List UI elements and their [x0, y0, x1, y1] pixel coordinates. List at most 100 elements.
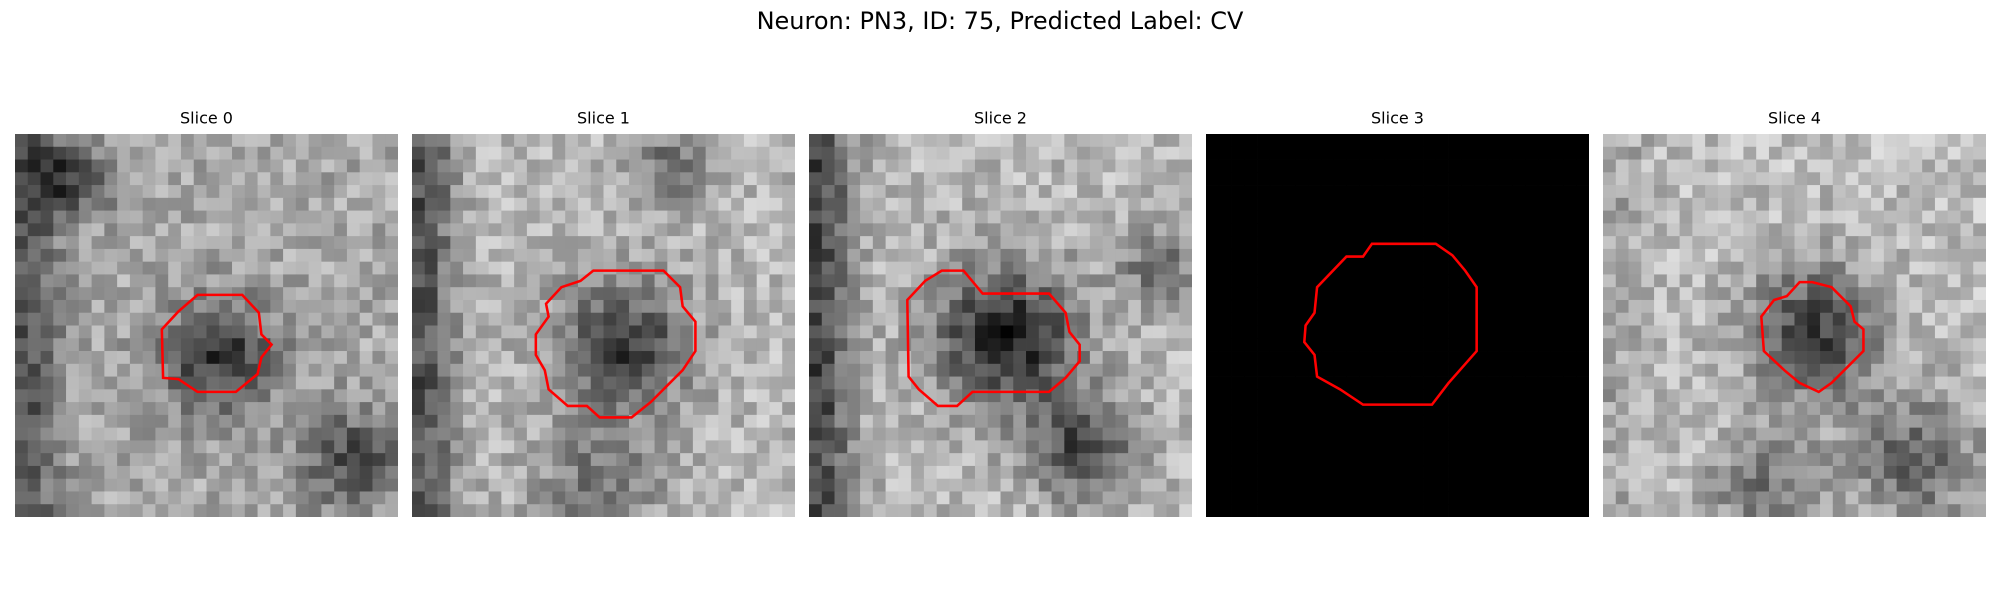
pixel [1743, 325, 1757, 339]
pixel [616, 363, 630, 377]
pixel [1947, 312, 1961, 326]
pixel [412, 134, 426, 148]
pixel [1679, 236, 1693, 250]
pixel [1743, 146, 1757, 160]
pixel [872, 414, 886, 429]
pixel [475, 478, 489, 492]
pixel [1883, 159, 1898, 173]
pixel [1730, 159, 1744, 173]
pixel [552, 223, 566, 237]
pixel [142, 274, 156, 288]
pixel [577, 363, 592, 377]
pixel [295, 299, 310, 314]
pixel [1883, 146, 1898, 160]
pixel [1858, 210, 1872, 224]
pixel [834, 427, 848, 441]
pixel [821, 465, 835, 480]
pixel [1820, 299, 1834, 314]
pixel [539, 504, 553, 517]
pixel [1960, 338, 1974, 352]
pixel [1474, 159, 1488, 173]
pixel [91, 185, 105, 199]
pixel [1166, 134, 1180, 148]
pixel [1269, 197, 1283, 211]
pixel [1641, 465, 1655, 480]
pixel [1435, 287, 1449, 301]
pixel [885, 363, 899, 377]
pixel [1461, 236, 1475, 250]
pixel [1102, 197, 1116, 211]
pixel [1537, 389, 1552, 403]
pixel [1435, 299, 1449, 314]
pixel [514, 223, 528, 237]
pixel [692, 351, 707, 365]
pixel [1525, 274, 1539, 288]
pixel [769, 185, 783, 199]
pixel [142, 453, 156, 467]
pixel [1960, 172, 1974, 186]
pixel [180, 363, 195, 377]
pixel [321, 261, 335, 275]
pixel [654, 491, 668, 505]
pixel [1871, 440, 1885, 454]
pixel [488, 389, 502, 403]
pixel [1089, 325, 1104, 339]
pixel [1883, 134, 1898, 148]
pixel [1871, 197, 1885, 211]
pixel [359, 248, 373, 263]
pixel [705, 325, 719, 339]
pixel [1064, 465, 1078, 480]
pixel [1628, 210, 1642, 224]
pixel [232, 478, 246, 492]
pixel [1717, 376, 1732, 390]
pixel [705, 210, 719, 224]
pixel [769, 248, 783, 263]
pixel [475, 261, 489, 275]
pixel [923, 172, 938, 186]
pixel [949, 172, 963, 186]
pixel [1320, 427, 1335, 441]
pixel [731, 402, 745, 416]
pixel [1320, 312, 1335, 326]
pixel [385, 197, 398, 211]
pixel [1705, 478, 1719, 492]
pixel [142, 312, 156, 326]
pixel [1474, 465, 1488, 480]
pixel [1883, 299, 1898, 314]
pixel [641, 146, 655, 160]
pixel [283, 427, 297, 441]
pixel [1947, 440, 1961, 454]
pixel [193, 210, 207, 224]
pixel [385, 248, 398, 263]
pixel [847, 299, 861, 314]
pixel [1743, 159, 1757, 173]
pixel [1384, 504, 1398, 517]
pixel [437, 325, 451, 339]
pixel [437, 478, 451, 492]
pixel [1845, 414, 1859, 429]
pixel [1832, 338, 1846, 352]
pixel [1499, 427, 1513, 441]
pixel [168, 210, 182, 224]
pixel [1896, 351, 1910, 365]
pixel [232, 274, 246, 288]
pixel [769, 325, 783, 339]
pixel [1717, 325, 1732, 339]
pixel [180, 172, 195, 186]
pixel [1922, 236, 1936, 250]
panel: Slice 1 [412, 109, 795, 517]
pixel [1858, 491, 1872, 505]
pixel [1333, 172, 1347, 186]
pixel [809, 223, 823, 237]
pixel [1883, 248, 1898, 263]
pixel [206, 376, 220, 390]
pixel [1435, 440, 1449, 454]
pixel [1064, 402, 1078, 416]
pixel [1397, 504, 1411, 517]
pixel [565, 427, 579, 441]
pixel [1499, 236, 1513, 250]
pixel [1013, 312, 1027, 326]
pixel [834, 465, 848, 480]
pixel [475, 414, 489, 429]
pixel [488, 312, 502, 326]
